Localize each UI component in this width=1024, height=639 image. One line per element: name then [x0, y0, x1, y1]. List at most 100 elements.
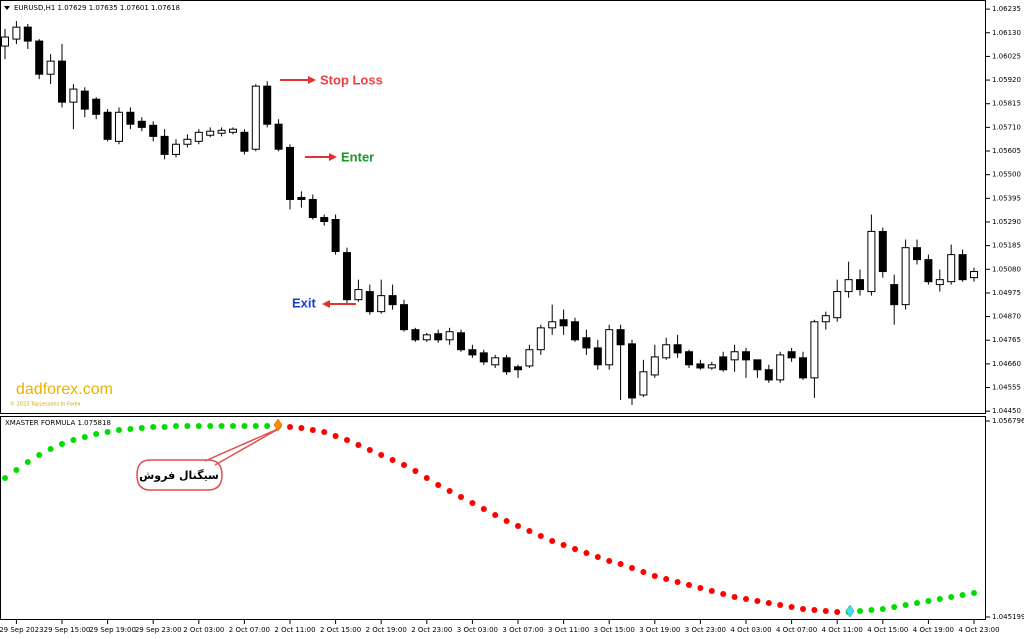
candle-body: [217, 129, 226, 134]
indicator-dot: [617, 560, 624, 567]
indicator-dot: [321, 429, 328, 436]
x-tick-label: 4 Oct 23:00: [958, 626, 999, 634]
indicator-dot: [116, 427, 122, 434]
candle-body: [935, 279, 944, 286]
candle-body: [137, 120, 146, 128]
candle-body: [913, 247, 921, 261]
candle-body: [707, 364, 716, 369]
indicator-dot: [583, 549, 590, 556]
candle-body: [673, 344, 682, 354]
x-tick-label: 29 Sep 15:00: [44, 626, 91, 634]
candle-body: [582, 337, 591, 349]
indicator-dot: [708, 588, 715, 594]
indicator-dot: [526, 528, 533, 535]
y-tick-label: 1.05185: [992, 242, 1021, 250]
candle-body: [593, 347, 602, 366]
x-tick-label: 2 Oct 11:00: [274, 626, 315, 634]
candle-body: [787, 351, 796, 359]
candle-body: [46, 60, 55, 75]
indicator-dot: [971, 589, 977, 596]
candle-body: [548, 321, 557, 329]
y-tick-label: 1.05395: [992, 194, 1021, 202]
indicator-dot: [800, 605, 806, 612]
indicator-dot: [697, 584, 704, 591]
indicator-dot: [127, 425, 134, 432]
candle-body: [799, 357, 807, 379]
y-tick-label: 1.05605: [992, 147, 1021, 155]
x-tick-label: 2 Oct 07:00: [229, 626, 270, 634]
indicator-dot: [173, 423, 179, 430]
indicator-dot: [549, 537, 556, 544]
candle-body: [685, 351, 693, 366]
x-tick-label: 29 Sep 2023: [0, 626, 44, 634]
buy-signal-marker: [845, 604, 855, 618]
indicator-dot: [150, 424, 157, 431]
indicator-dot: [104, 429, 111, 436]
indicator-dot: [515, 523, 521, 530]
candle-body: [502, 357, 511, 373]
indicator-dot: [731, 593, 738, 600]
y-tick-label: 1.05080: [992, 265, 1021, 273]
y-tick-label: 1.04555: [992, 384, 1021, 392]
indicator-dot: [59, 441, 65, 448]
candle-body: [457, 332, 465, 351]
candle-body: [833, 291, 842, 319]
indicator-dot: [537, 533, 544, 540]
candle-body: [69, 88, 78, 103]
indicator-dot: [606, 558, 613, 565]
candle-body: [514, 366, 522, 371]
menu-triangle[interactable]: [4, 6, 10, 10]
indicator-dot: [230, 423, 236, 430]
x-tick-label: 2 Oct 23:00: [411, 626, 452, 634]
indicator-dot: [218, 423, 225, 430]
candle-body: [958, 254, 967, 281]
indicator-dot: [629, 564, 635, 571]
candle-body: [126, 111, 135, 125]
arrow-head: [322, 300, 330, 308]
candle-body: [810, 321, 819, 379]
candle-body: [331, 219, 340, 252]
indicator-dot: [423, 475, 430, 482]
candle-body: [411, 329, 420, 341]
y-tick-label: 1.04765: [992, 336, 1021, 344]
candle-body: [103, 111, 112, 140]
indicator-title: XMASTER FORMULA 1.075818: [5, 419, 111, 427]
indicator-dot: [925, 598, 932, 605]
candle-body: [160, 135, 169, 155]
x-tick-label: 3 Oct 15:00: [594, 626, 635, 634]
indicator-dot: [195, 423, 202, 430]
indicator-dot: [936, 595, 943, 602]
indicator-dot: [720, 590, 727, 597]
candle-body: [58, 60, 66, 103]
indicator-dot: [492, 512, 499, 519]
candle-body: [901, 247, 910, 306]
arrow-head: [329, 153, 337, 161]
indicator-panel: [0, 416, 986, 620]
candle-body: [662, 344, 671, 359]
x-tick-label: 29 Sep 23:00: [135, 626, 182, 634]
x-tick-label: 3 Oct 11:00: [548, 626, 589, 634]
candle-body: [639, 371, 648, 396]
indicator-dot: [298, 425, 305, 432]
x-tick-label: 4 Oct 15:00: [867, 626, 908, 634]
indicator-dot: [47, 446, 54, 453]
indicator-dot: [765, 599, 772, 606]
x-tick-label: 3 Oct 19:00: [639, 626, 680, 634]
candle-body: [320, 216, 329, 223]
candle-body: [115, 111, 123, 142]
indicator-dot: [857, 607, 863, 614]
indicator-dot: [503, 518, 510, 525]
candle-body: [388, 295, 397, 306]
y-tick-label: 1.05815: [992, 100, 1021, 108]
candle-body: [742, 351, 750, 361]
candle-body: [821, 315, 830, 323]
indicator-dot: [902, 601, 909, 608]
candle-body: [286, 146, 294, 200]
x-tick-label: 4 Oct 03:00: [730, 626, 771, 634]
indicator-dot: [948, 593, 955, 600]
indicator-dot: [822, 607, 829, 614]
indicator-dot: [754, 598, 761, 605]
candle-body: [23, 26, 32, 42]
candle-body: [616, 329, 625, 346]
